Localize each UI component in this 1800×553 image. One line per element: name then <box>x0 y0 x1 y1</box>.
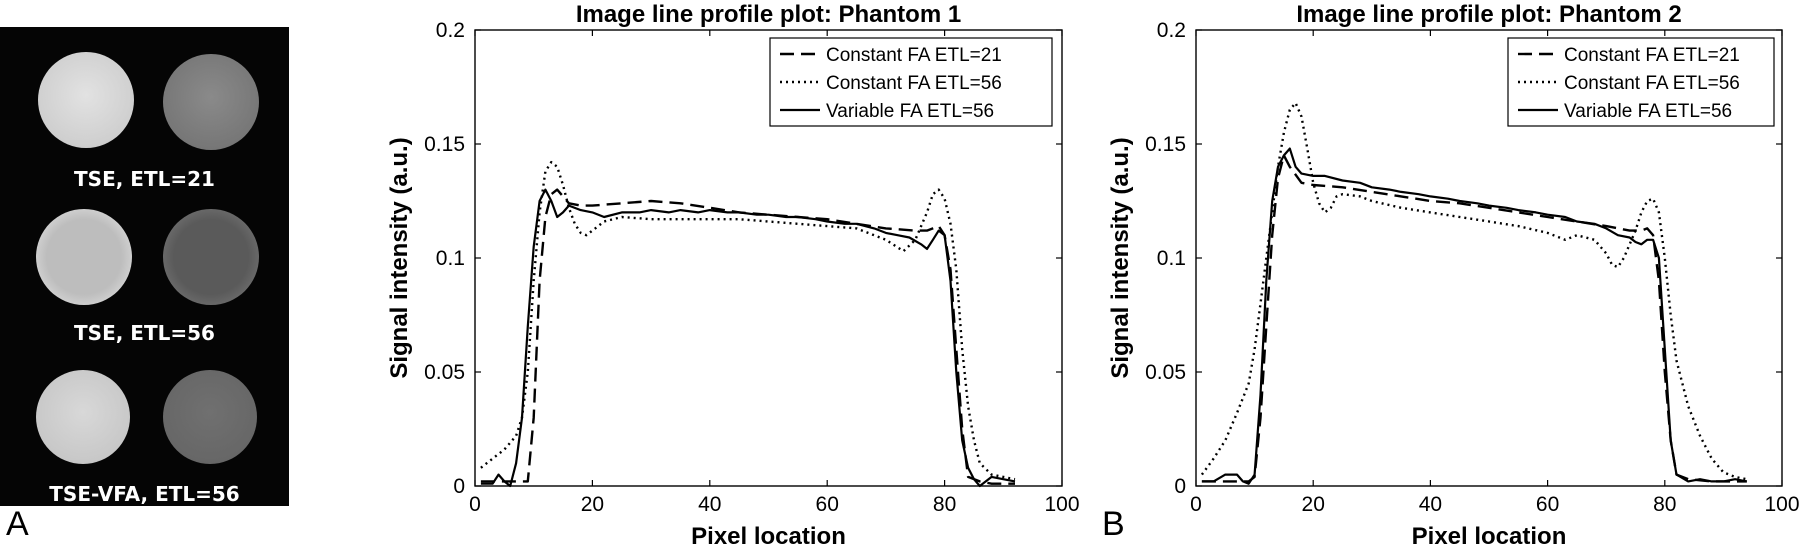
x-tick-label: 40 <box>698 493 721 516</box>
x-axis-label: Pixel location <box>1412 523 1567 550</box>
phantom-disc <box>163 209 259 305</box>
x-tick-label: 80 <box>1653 493 1676 516</box>
y-tick-label: 0.15 <box>424 133 465 156</box>
x-tick-label: 0 <box>469 493 481 516</box>
legend-entry: Constant FA ETL=56 <box>826 73 1002 94</box>
x-tick-label: 20 <box>581 493 604 516</box>
phantom-disc <box>163 54 259 150</box>
y-tick-label: 0.1 <box>1157 247 1186 270</box>
x-tick-label: 60 <box>816 493 839 516</box>
phantom-disc <box>38 52 134 148</box>
legend-entry: Variable FA ETL=56 <box>826 101 994 122</box>
chart-title: Image line profile plot: Phantom 2 <box>1296 1 1681 28</box>
panel-letter-a: A <box>6 505 29 543</box>
phantom-disc <box>163 370 257 464</box>
plot-frame <box>1195 29 1783 487</box>
x-tick-label: 60 <box>1536 493 1559 516</box>
y-tick-label: 0.05 <box>424 361 465 384</box>
y-axis-label: Signal intensity (a.u.) <box>1107 137 1134 378</box>
mri-phantom-image: TSE, ETL=21 TSE, ETL=56 TSE-VFA, ETL=56 <box>0 27 289 506</box>
x-axis-label: Pixel location <box>691 523 846 550</box>
y-tick-label: 0 <box>1174 475 1186 498</box>
y-tick-label: 0.15 <box>1145 133 1186 156</box>
y-tick-label: 0.05 <box>1145 361 1186 384</box>
mri-label-tse-etl21: TSE, ETL=21 <box>74 167 215 191</box>
series-line <box>1200 101 1748 481</box>
phantom-disc <box>36 209 132 305</box>
y-tick-label: 0 <box>453 475 465 498</box>
panel-letter-b: B <box>1102 505 1125 543</box>
y-tick-label: 0.2 <box>436 19 465 42</box>
series-line <box>1201 154 1747 483</box>
legend-entry: Constant FA ETL=21 <box>1564 45 1740 66</box>
legend-entry: Constant FA ETL=21 <box>826 45 1002 66</box>
series-line <box>480 188 1016 488</box>
legend-entry: Constant FA ETL=56 <box>1564 73 1740 94</box>
x-tick-label: 20 <box>1302 493 1325 516</box>
x-tick-label: 0 <box>1190 493 1202 516</box>
chart-title: Image line profile plot: Phantom 1 <box>576 1 961 28</box>
x-tick-label: 40 <box>1419 493 1442 516</box>
y-tick-label: 0.1 <box>436 247 465 270</box>
x-tick-label: 80 <box>933 493 956 516</box>
mri-label-tse-etl56: TSE, ETL=56 <box>74 321 215 345</box>
phantom-disc <box>36 370 130 464</box>
x-tick-label: 100 <box>1764 493 1799 516</box>
series-line <box>1201 147 1748 485</box>
legend-box <box>1507 37 1775 127</box>
y-tick-label: 0.2 <box>1157 19 1186 42</box>
mri-label-tse-vfa-etl56: TSE-VFA, ETL=56 <box>49 482 240 506</box>
legend-entry: Variable FA ETL=56 <box>1564 101 1732 122</box>
y-axis-label: Signal intensity (a.u.) <box>386 137 413 378</box>
x-tick-label: 100 <box>1044 493 1079 516</box>
plot-frame <box>474 29 1063 487</box>
